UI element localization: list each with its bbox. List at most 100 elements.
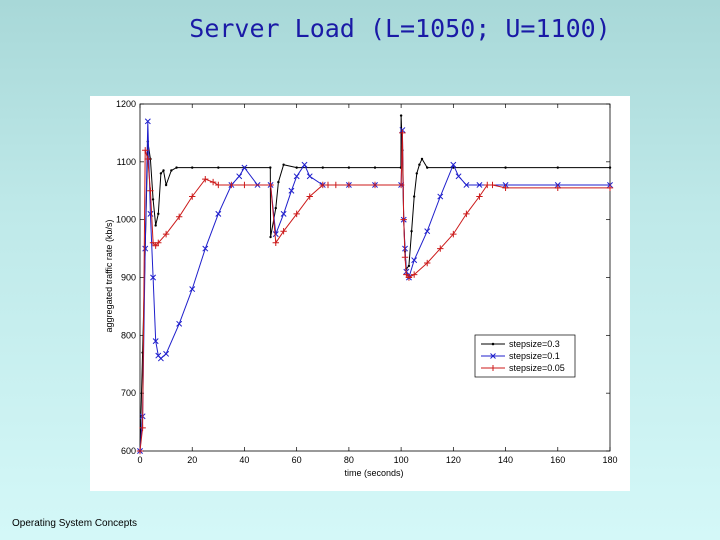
data-point bbox=[399, 114, 403, 117]
data-point bbox=[272, 231, 279, 238]
data-point bbox=[151, 198, 155, 201]
plot-frame bbox=[139, 103, 611, 452]
data-point bbox=[407, 264, 411, 268]
data-point bbox=[189, 286, 196, 293]
data-point bbox=[288, 187, 295, 194]
data-point bbox=[175, 213, 183, 220]
series-line-1 bbox=[139, 115, 610, 452]
data-point bbox=[175, 166, 178, 169]
data-point bbox=[191, 166, 194, 169]
data-point bbox=[295, 166, 298, 169]
data-point bbox=[420, 157, 424, 161]
data-point bbox=[162, 169, 165, 172]
x-tick-label: 180 bbox=[602, 455, 617, 465]
data-point bbox=[410, 230, 413, 233]
data-point bbox=[397, 181, 405, 189]
y-tick-label: 1000 bbox=[116, 215, 136, 225]
x-tick-label: 80 bbox=[344, 455, 354, 465]
data-point bbox=[410, 271, 418, 278]
series-line-2 bbox=[139, 121, 610, 452]
data-point bbox=[554, 184, 561, 192]
data-point bbox=[155, 239, 162, 246]
data-point bbox=[215, 181, 222, 189]
data-point bbox=[489, 181, 496, 189]
data-point bbox=[463, 182, 470, 188]
data-point bbox=[450, 161, 457, 168]
data-point bbox=[176, 320, 183, 327]
data-point bbox=[606, 184, 614, 192]
y-tick-label: 900 bbox=[121, 273, 136, 283]
data-point bbox=[267, 181, 274, 189]
x-tick-label: 0 bbox=[137, 455, 142, 465]
data-point bbox=[136, 447, 144, 455]
x-tick-label: 20 bbox=[187, 455, 197, 465]
data-point bbox=[152, 338, 159, 345]
data-point bbox=[189, 193, 196, 200]
data-point bbox=[504, 166, 507, 169]
footer-text: Operating System Concepts bbox=[12, 518, 138, 529]
line-chart: 0 20 40 60 80 100 120 140 160 180 600 700 800 900 1000… bbox=[104, 99, 618, 478]
data-point bbox=[236, 173, 243, 180]
data-point bbox=[202, 175, 209, 183]
data-point bbox=[424, 259, 431, 267]
data-point bbox=[241, 164, 248, 171]
data-point bbox=[415, 172, 418, 175]
data-point bbox=[157, 355, 164, 362]
y-tick-label: 600 bbox=[121, 446, 136, 456]
data-point bbox=[282, 163, 285, 166]
data-point bbox=[608, 166, 612, 169]
x-tick-label: 160 bbox=[550, 455, 565, 465]
data-point bbox=[162, 230, 170, 238]
x-tick-label: 60 bbox=[292, 455, 302, 465]
data-point bbox=[437, 245, 444, 252]
data-point bbox=[163, 350, 170, 357]
data-point bbox=[306, 173, 313, 180]
data-point bbox=[371, 181, 379, 189]
data-point bbox=[293, 173, 300, 180]
legend-label: stepsize=0.05 bbox=[509, 363, 565, 373]
data-point bbox=[209, 178, 217, 186]
data-point bbox=[147, 187, 154, 194]
data-point bbox=[373, 166, 377, 169]
data-point bbox=[272, 239, 279, 246]
data-point bbox=[476, 182, 483, 188]
data-point bbox=[476, 193, 483, 200]
data-point bbox=[400, 216, 407, 223]
data-point bbox=[450, 230, 457, 238]
data-point bbox=[142, 245, 149, 252]
data-point bbox=[228, 181, 235, 189]
data-point bbox=[280, 228, 287, 235]
x-tick-label: 140 bbox=[498, 455, 513, 465]
data-point bbox=[306, 193, 313, 200]
data-point bbox=[274, 206, 277, 210]
data-point bbox=[142, 147, 149, 154]
data-point bbox=[293, 210, 300, 218]
data-point bbox=[241, 181, 248, 189]
y-tick-label: 1100 bbox=[117, 157, 136, 167]
data-point bbox=[426, 166, 429, 169]
data-point bbox=[399, 129, 406, 137]
data-point bbox=[502, 184, 509, 192]
data-point bbox=[157, 212, 160, 216]
legend-marker bbox=[490, 353, 496, 359]
data-point bbox=[347, 166, 351, 169]
x-tick-label: 120 bbox=[446, 455, 461, 465]
data-point bbox=[301, 161, 308, 168]
data-point bbox=[277, 180, 280, 184]
data-point bbox=[280, 210, 287, 217]
legend-label: stepsize=0.3 bbox=[509, 339, 560, 349]
data-point bbox=[455, 173, 462, 180]
data-point bbox=[144, 118, 151, 125]
data-point bbox=[345, 181, 353, 189]
data-point bbox=[154, 224, 157, 227]
legend-marker bbox=[490, 365, 496, 371]
data-point bbox=[164, 183, 168, 187]
y-tick-label: 1200 bbox=[116, 99, 136, 109]
data-point bbox=[159, 172, 163, 175]
data-point bbox=[215, 210, 222, 217]
chart-panel: 0 20 40 60 80 100 120 140 160 180 600 700 800 900 1000… bbox=[90, 96, 630, 491]
data-point bbox=[150, 274, 157, 281]
data-point bbox=[144, 155, 152, 163]
data-point bbox=[411, 257, 418, 264]
data-point bbox=[324, 181, 332, 189]
